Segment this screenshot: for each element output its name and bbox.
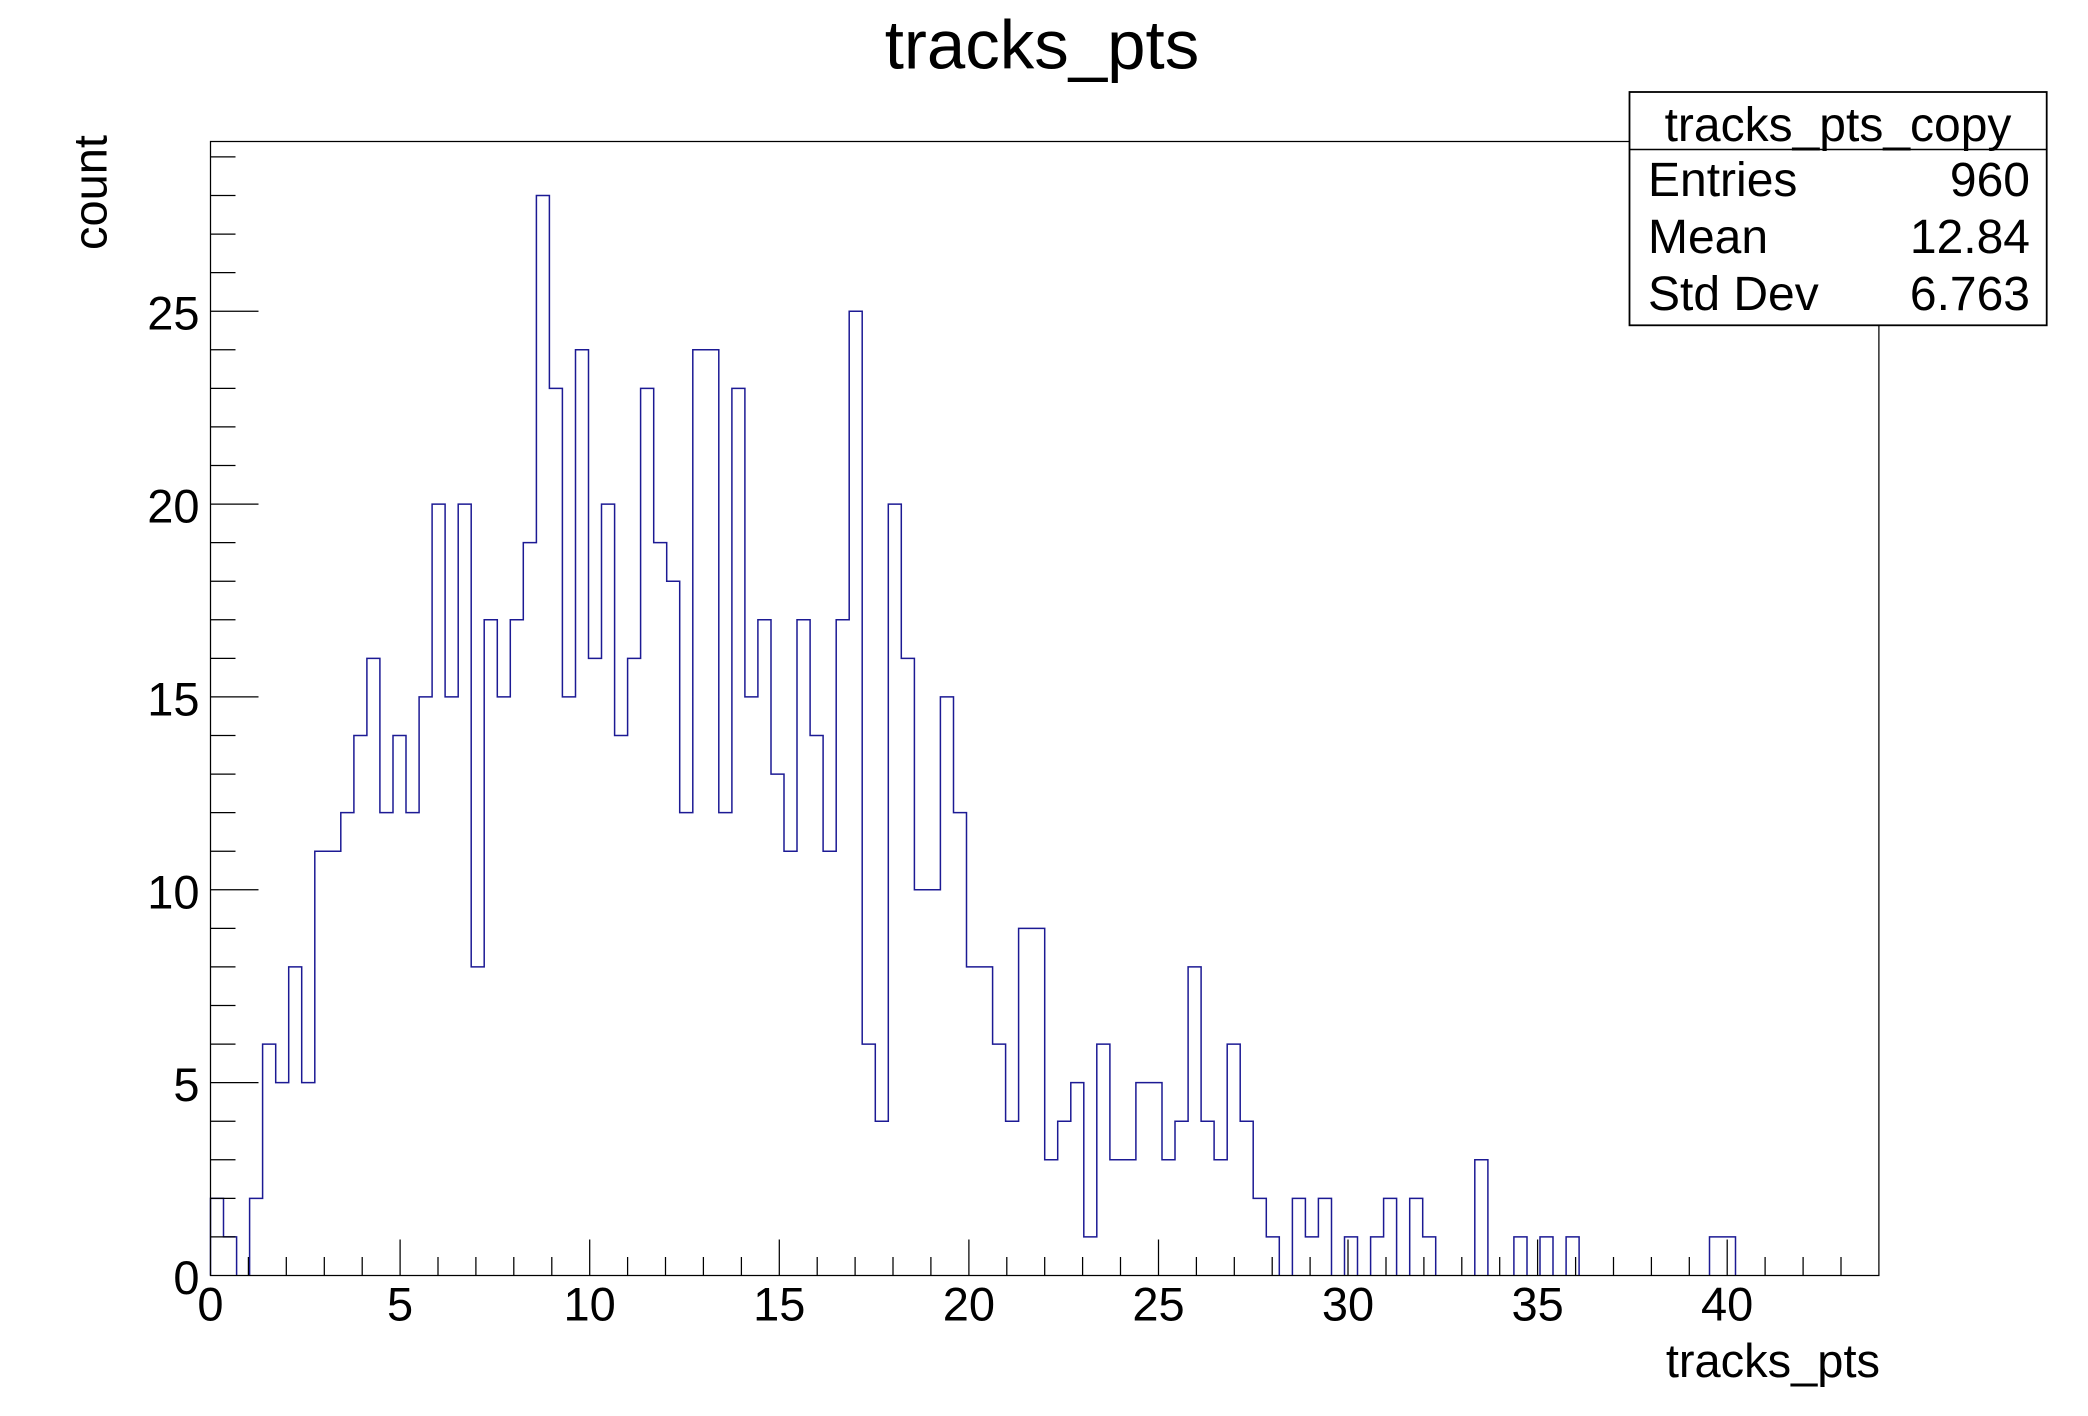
svg-text:10: 10 — [147, 865, 199, 918]
svg-text:10: 10 — [564, 1277, 616, 1330]
svg-text:tracks_pts: tracks_pts — [885, 7, 1199, 84]
svg-text:15: 15 — [753, 1277, 805, 1330]
svg-text:25: 25 — [147, 287, 199, 340]
svg-text:6.763: 6.763 — [1910, 268, 2030, 321]
svg-text:count: count — [64, 135, 117, 250]
svg-text:25: 25 — [1132, 1277, 1184, 1330]
svg-text:Std Dev: Std Dev — [1648, 268, 1819, 321]
svg-text:30: 30 — [1322, 1277, 1374, 1330]
svg-text:5: 5 — [173, 1058, 199, 1111]
svg-text:Mean: Mean — [1648, 211, 1768, 264]
svg-text:960: 960 — [1950, 154, 2030, 207]
svg-text:40: 40 — [1701, 1277, 1753, 1330]
svg-text:tracks_pts_copy: tracks_pts_copy — [1665, 99, 2012, 152]
svg-text:0: 0 — [173, 1251, 199, 1304]
svg-text:12.84: 12.84 — [1910, 211, 2030, 264]
svg-text:15: 15 — [147, 672, 199, 725]
svg-text:Entries: Entries — [1648, 154, 1797, 207]
svg-text:20: 20 — [943, 1277, 995, 1330]
svg-text:20: 20 — [147, 480, 199, 533]
svg-text:tracks_pts: tracks_pts — [1666, 1334, 1880, 1387]
svg-text:5: 5 — [387, 1277, 413, 1330]
svg-text:35: 35 — [1511, 1277, 1563, 1330]
svg-text:0: 0 — [197, 1277, 223, 1330]
